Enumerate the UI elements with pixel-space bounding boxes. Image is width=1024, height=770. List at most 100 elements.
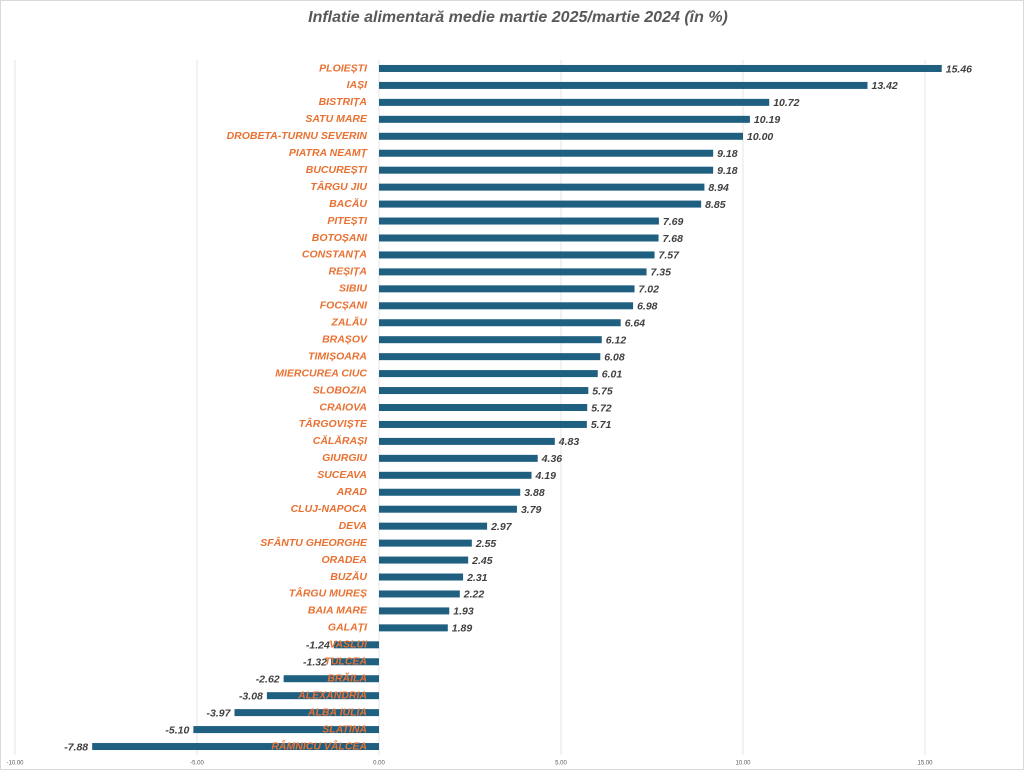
value-label: -1.24 xyxy=(306,640,330,652)
y-tick-label: PLOIEȘTI xyxy=(319,62,368,74)
y-tick-label: CĂLĂRAȘI xyxy=(313,434,368,447)
value-label: 3.79 xyxy=(521,504,542,516)
value-label: 7.02 xyxy=(639,284,660,296)
y-tick-label: TÂRGU JIU xyxy=(310,180,367,193)
bar xyxy=(379,200,702,208)
y-tick-label: ZALĂU xyxy=(330,316,367,329)
y-tick-label: TÂRGU MUREȘ xyxy=(289,587,367,600)
value-label: 4.83 xyxy=(558,436,580,448)
x-tick-label: -10.00 xyxy=(6,761,24,767)
bar xyxy=(379,251,655,259)
y-tick-label: SFÂNTU GHEORGHE xyxy=(260,536,368,549)
bar xyxy=(379,115,750,123)
value-label: 8.94 xyxy=(708,182,729,194)
y-tick-label: BUCUREȘTI xyxy=(306,164,368,176)
bar xyxy=(379,420,587,428)
value-label: 7.35 xyxy=(651,267,672,279)
value-label: 2.45 xyxy=(471,555,493,567)
bar xyxy=(379,437,555,445)
y-tick-label: BOTOȘANI xyxy=(312,232,368,244)
value-label: 5.72 xyxy=(591,402,612,414)
y-tick-label: SATU MARE xyxy=(305,113,368,125)
y-tick-label: DROBETA-TURNU SEVERIN xyxy=(227,130,368,142)
value-label: -5.10 xyxy=(165,724,189,736)
y-tick-label: PIATRA NEAMȚ xyxy=(289,147,369,159)
bar xyxy=(379,353,601,361)
bar xyxy=(330,658,379,666)
bar xyxy=(379,387,589,395)
y-tick-label: IAȘI xyxy=(347,79,369,91)
y-tick-label: TULCEA xyxy=(324,656,367,668)
y-tick-label: GIURGIU xyxy=(322,452,367,464)
y-tick-label: GALAȚI xyxy=(328,622,368,634)
y-tick-label: VASLUI xyxy=(329,639,368,651)
bar xyxy=(379,285,635,293)
value-label: 7.69 xyxy=(663,216,684,228)
bar xyxy=(379,370,598,378)
y-tick-label: PITEȘTI xyxy=(327,215,368,227)
bar xyxy=(379,268,647,276)
bar xyxy=(379,624,448,632)
y-tick-label: BUZĂU xyxy=(330,570,367,583)
value-label: 2.22 xyxy=(463,589,485,601)
y-tick-label: SIBIU xyxy=(339,283,367,295)
y-tick-label: SUCEAVA xyxy=(317,469,367,481)
value-label: 2.31 xyxy=(466,572,488,584)
value-label: 7.57 xyxy=(659,250,681,262)
y-tick-label: CRAIOVA xyxy=(319,401,367,413)
bar xyxy=(379,149,714,157)
value-label: 6.12 xyxy=(606,334,627,346)
x-tick-label: 10.00 xyxy=(735,761,751,767)
value-label: 9.18 xyxy=(717,165,738,177)
y-tick-label: BACĂU xyxy=(329,197,367,210)
bar xyxy=(333,641,379,649)
y-tick-label: TÂRGOVIȘTE xyxy=(299,417,368,430)
bar xyxy=(379,132,743,140)
y-tick-label: ALEXANDRIA xyxy=(297,689,367,701)
value-label: 10.19 xyxy=(754,114,780,126)
value-label: 9.18 xyxy=(717,148,738,160)
bar xyxy=(379,505,517,513)
y-tick-label: TIMIȘOARA xyxy=(308,350,367,362)
value-label: 6.64 xyxy=(625,318,646,330)
value-label: -1.32 xyxy=(303,657,327,669)
value-label: -2.62 xyxy=(256,674,280,686)
bar xyxy=(379,302,634,310)
x-tick-label: 5.00 xyxy=(555,761,567,767)
bar xyxy=(379,404,588,411)
value-label: 1.89 xyxy=(452,623,473,635)
y-tick-label: REȘIȚA xyxy=(328,266,367,278)
y-tick-label: SLOBOZIA xyxy=(313,384,367,396)
bar xyxy=(266,692,379,700)
y-tick-label: ORADEA xyxy=(321,554,367,566)
bar xyxy=(379,556,469,564)
value-label: 4.36 xyxy=(541,453,563,465)
y-tick-label: ARAD xyxy=(336,486,368,498)
bar xyxy=(234,709,379,717)
value-label: 10.72 xyxy=(773,97,799,109)
bar xyxy=(379,319,621,327)
bar xyxy=(379,590,460,598)
value-label: 5.75 xyxy=(592,385,613,397)
bar xyxy=(379,522,488,530)
bar xyxy=(379,336,602,344)
y-tick-label: BRAȘOV xyxy=(322,333,368,345)
bar xyxy=(379,64,942,72)
x-tick-label: 15.00 xyxy=(917,761,933,767)
bar xyxy=(379,166,714,174)
y-tick-label: BRĂILA xyxy=(327,672,367,685)
value-label: 6.98 xyxy=(637,301,658,313)
bar xyxy=(379,471,532,479)
y-tick-label: BAIA MARE xyxy=(308,605,368,617)
bar xyxy=(379,539,472,547)
value-label: -3.97 xyxy=(207,707,232,719)
y-tick-label: DEVA xyxy=(339,520,367,532)
bar xyxy=(379,234,659,242)
y-tick-label: MIERCUREA CIUC xyxy=(275,367,367,379)
y-tick-label: FOCȘANI xyxy=(320,300,368,312)
value-label: -3.08 xyxy=(239,690,263,702)
bar xyxy=(379,454,538,462)
bar xyxy=(379,81,868,89)
